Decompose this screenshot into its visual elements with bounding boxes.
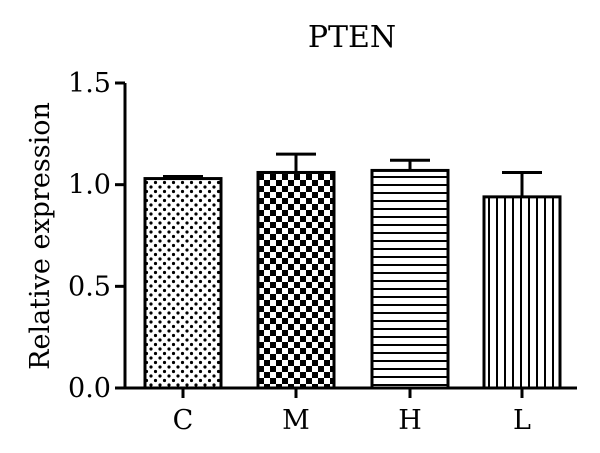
bar-H <box>370 168 450 390</box>
chart-title: PTEN <box>308 20 396 55</box>
plot-area: 0.0 0.5 1.0 1.5 C M H L <box>68 68 577 436</box>
y-axis-label: Relative expression <box>25 102 56 370</box>
y-tick-label: 1.0 <box>68 170 111 201</box>
x-tick-label-C: C <box>173 405 194 436</box>
x-tick-label-L: L <box>513 405 531 436</box>
bar-C <box>143 177 223 390</box>
y-tick-label: 0.5 <box>68 271 111 302</box>
x-tick-label-H: H <box>398 405 422 436</box>
bar-L <box>482 195 562 390</box>
bar-M <box>256 170 336 390</box>
y-tick-label: 0.0 <box>68 373 111 404</box>
y-tick-label: 1.5 <box>68 68 111 99</box>
x-tick-label-M: M <box>282 405 310 436</box>
